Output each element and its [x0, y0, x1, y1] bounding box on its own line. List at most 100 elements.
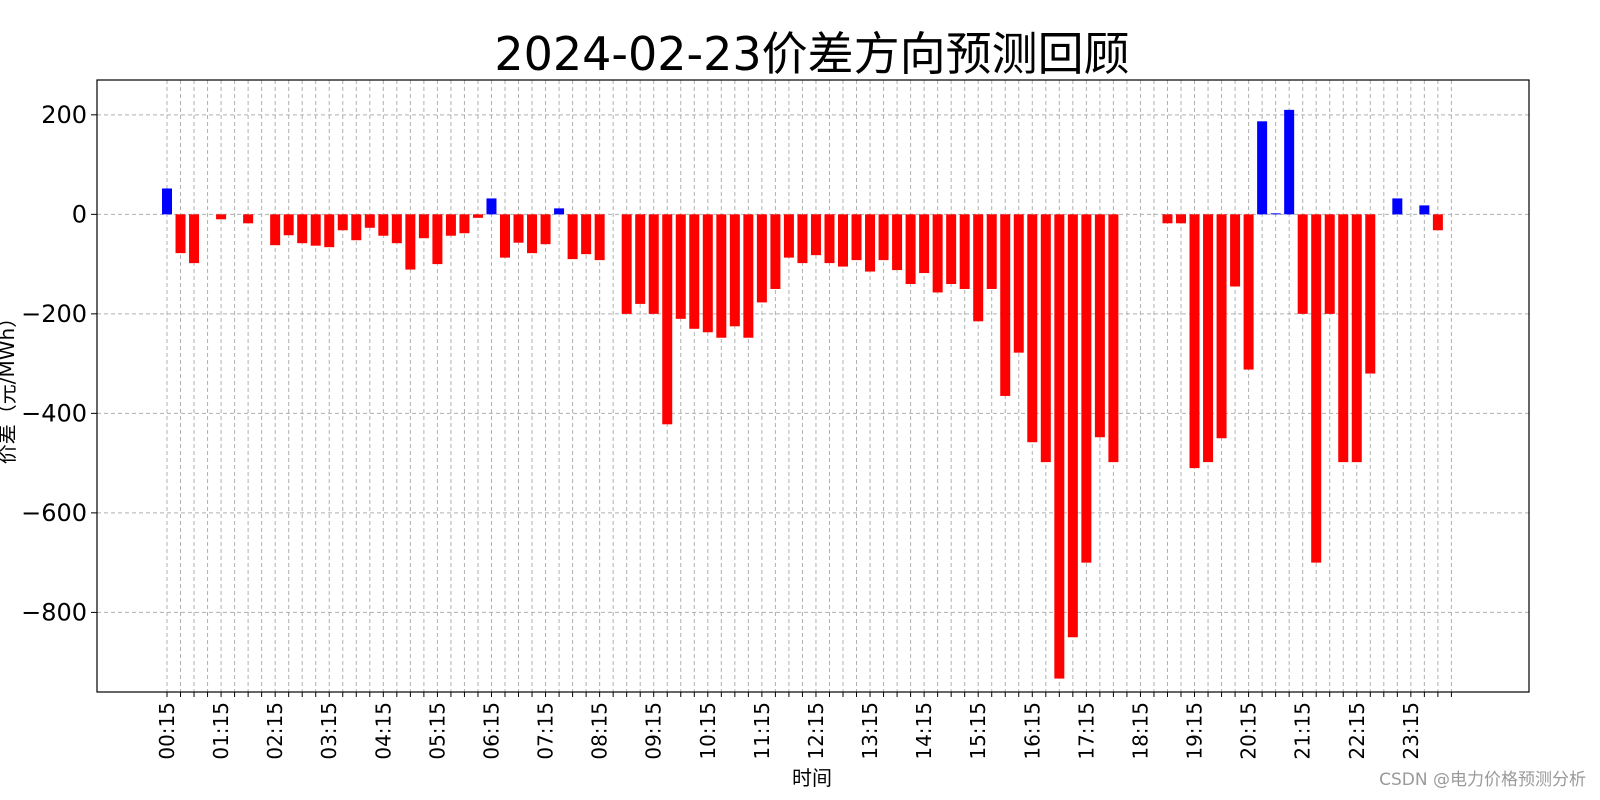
bar — [635, 214, 646, 304]
bar — [310, 214, 321, 246]
x-tick-label: 10:15 — [696, 702, 720, 760]
bar — [297, 214, 308, 244]
bar — [1162, 214, 1173, 224]
bar — [472, 214, 483, 218]
y-tick-label: 200 — [41, 101, 87, 129]
bar — [1230, 214, 1241, 287]
bar — [1243, 214, 1254, 370]
bar — [1203, 214, 1214, 463]
x-tick-label: 09:15 — [642, 702, 666, 760]
bar — [716, 214, 727, 338]
bar — [865, 214, 876, 272]
ticks: 200 0 −200 −400 −600 −800 00:15 01:15 02:15 03:15… — [21, 101, 1452, 760]
bar — [378, 214, 389, 236]
bar — [540, 214, 551, 245]
bar — [1000, 214, 1011, 396]
bar — [1351, 214, 1362, 463]
bar — [851, 214, 862, 261]
grid — [97, 80, 1529, 692]
x-tick-label: 02:15 — [263, 702, 287, 760]
bar — [770, 214, 781, 289]
bar — [959, 214, 970, 289]
y-tick-label: 0 — [72, 200, 87, 228]
x-tick-label: 22:15 — [1345, 702, 1369, 760]
x-tick-label: 01:15 — [209, 702, 233, 760]
x-tick-label: 05:15 — [425, 702, 449, 760]
bar — [1338, 214, 1349, 463]
bar — [783, 214, 794, 258]
bar — [1311, 214, 1322, 563]
bar — [824, 214, 835, 264]
bar — [391, 214, 402, 244]
x-tick-label: 04:15 — [371, 702, 395, 760]
bar — [270, 214, 281, 246]
x-tick-label: 07:15 — [534, 702, 558, 760]
bar — [1094, 214, 1105, 438]
y-tick-label: −200 — [21, 300, 87, 328]
watermark: CSDN @电力价格预测分析 — [1379, 770, 1586, 790]
bar — [500, 214, 510, 258]
bar — [1392, 198, 1403, 215]
bar — [1081, 214, 1092, 563]
bar — [364, 214, 375, 228]
x-tick-label: 19:15 — [1183, 702, 1207, 760]
x-tick-label: 06:15 — [479, 702, 503, 760]
bar — [243, 214, 254, 224]
bar — [337, 214, 348, 231]
x-tick-label: 03:15 — [317, 702, 341, 760]
bar — [418, 214, 429, 239]
x-tick-label: 11:15 — [750, 702, 774, 760]
x-axis-label: 时间 — [792, 766, 832, 790]
bar — [946, 214, 957, 284]
bar — [905, 214, 916, 284]
x-tick-label: 18:15 — [1128, 702, 1152, 760]
bar — [986, 214, 997, 289]
bar — [1189, 214, 1200, 469]
y-axis-label: 价差（元/MWh） — [0, 308, 19, 464]
bar — [932, 214, 943, 293]
bar — [1419, 205, 1430, 215]
bar — [1176, 214, 1186, 224]
bar — [797, 214, 808, 264]
bar — [189, 214, 200, 264]
bar — [1297, 214, 1308, 314]
bar — [1270, 213, 1281, 215]
bar — [1432, 214, 1443, 231]
bar — [324, 214, 335, 248]
bar — [621, 214, 632, 314]
bar — [729, 214, 740, 327]
bar — [459, 214, 470, 234]
y-tick-label: −800 — [21, 598, 87, 626]
chart-title: 2024-02-23价差方向预测回顾 — [494, 27, 1129, 81]
x-tick-label: 16:15 — [1020, 702, 1044, 760]
bar — [702, 214, 713, 333]
bar — [594, 214, 605, 261]
bar — [756, 214, 767, 303]
bar — [675, 214, 686, 319]
bars — [162, 109, 1443, 679]
bar — [527, 214, 538, 254]
x-tick-label: 15:15 — [966, 702, 990, 760]
bar — [567, 214, 578, 260]
bar — [1324, 214, 1335, 314]
x-tick-label: 23:15 — [1399, 702, 1423, 760]
x-tick-label: 20:15 — [1237, 702, 1261, 760]
bar — [1040, 214, 1051, 463]
x-tick-label: 12:15 — [804, 702, 828, 760]
x-tick-label: 08:15 — [588, 702, 612, 760]
bar — [689, 214, 700, 329]
bar — [1257, 121, 1268, 215]
bar — [162, 188, 172, 215]
bar — [648, 214, 659, 314]
bar — [1216, 214, 1227, 439]
x-tick-label: 13:15 — [858, 702, 882, 760]
bar — [486, 198, 497, 215]
bar — [1284, 109, 1295, 215]
bar — [1027, 214, 1038, 443]
bar — [445, 214, 456, 236]
bar — [743, 214, 754, 338]
bar — [513, 214, 524, 243]
bar — [175, 214, 186, 254]
x-tick-label: 21:15 — [1291, 702, 1315, 760]
bar — [878, 214, 889, 261]
